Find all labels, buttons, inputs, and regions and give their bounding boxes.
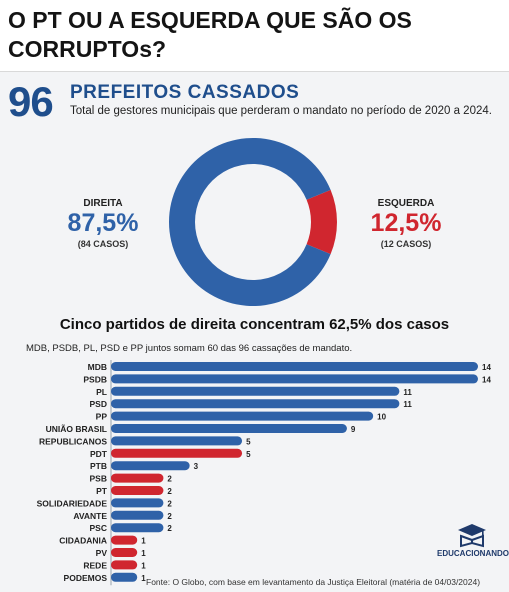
bar-republicanos bbox=[111, 436, 243, 446]
bar-category-label: PDT bbox=[90, 449, 108, 459]
bar-category-label: REDE bbox=[83, 560, 107, 570]
bar-psdb bbox=[111, 374, 478, 384]
left-percent: 87,5% bbox=[67, 209, 139, 237]
bar-pv bbox=[111, 548, 138, 557]
bar-value-label: 2 bbox=[167, 475, 172, 484]
bar-value-label: 2 bbox=[167, 512, 172, 521]
bar-rede bbox=[111, 560, 138, 570]
right-label: ESQUERDA bbox=[377, 198, 435, 209]
bar-category-label: AVANTE bbox=[73, 511, 107, 521]
bar-category-label: PSC bbox=[90, 523, 107, 533]
bar-value-label: 1 bbox=[141, 537, 146, 546]
bar-value-label: 14 bbox=[482, 375, 491, 384]
bar-pl bbox=[111, 386, 400, 396]
left-cases: (84 CASOS) bbox=[77, 239, 129, 249]
bar-category-label: CIDADANIA bbox=[59, 536, 107, 546]
bar-value-label: 5 bbox=[246, 437, 251, 446]
bar-value-label: 1 bbox=[141, 561, 146, 570]
bar-category-label: PSD bbox=[90, 399, 107, 409]
bar-value-label: 1 bbox=[141, 574, 146, 583]
bar-ptb bbox=[111, 461, 190, 471]
bar-podemos bbox=[111, 572, 138, 582]
divider bbox=[0, 71, 509, 72]
bar-value-label: 2 bbox=[167, 524, 172, 533]
bar-value-label: 11 bbox=[403, 400, 412, 409]
bar-solidariedade bbox=[111, 498, 164, 508]
donut-slice-direita bbox=[169, 137, 331, 306]
graduation-book-icon bbox=[458, 524, 486, 548]
bar-psb bbox=[111, 473, 164, 483]
source-note: Fonte: O Globo, com base em levantamento… bbox=[146, 577, 481, 587]
brand-name: EDUCACIONANDO bbox=[437, 549, 509, 558]
donut-slice-esquerda bbox=[306, 189, 337, 255]
bar-category-label: REPUBLICANOS bbox=[39, 436, 107, 446]
left-label: DIREITA bbox=[83, 198, 123, 209]
bar-value-label: 3 bbox=[194, 462, 199, 471]
bar-psd bbox=[111, 399, 400, 409]
bar-value-label: 14 bbox=[482, 363, 491, 372]
bar-psc bbox=[111, 523, 164, 533]
bar-value-label: 1 bbox=[141, 549, 146, 558]
bar-category-label: PL bbox=[96, 387, 107, 397]
bar-cidadania bbox=[111, 535, 138, 545]
bar-pt bbox=[111, 486, 164, 495]
bar-value-label: 5 bbox=[246, 450, 251, 459]
bar-avante bbox=[111, 510, 164, 520]
header-title: PREFEITOS CASSADOS bbox=[70, 82, 300, 103]
right-percent: 12,5% bbox=[370, 209, 442, 237]
section-subtitle: MDB, PSDB, PL, PSD e PP juntos somam 60 … bbox=[26, 343, 353, 354]
bar-category-label: PP bbox=[96, 412, 108, 422]
bar-value-label: 2 bbox=[167, 499, 172, 508]
bar-value-label: 11 bbox=[403, 388, 412, 397]
bar-mdb bbox=[111, 362, 478, 371]
bar-category-label: SOLIDARIEDADE bbox=[37, 498, 108, 508]
bar-pdt bbox=[111, 448, 243, 458]
bar-category-label: PODEMOS bbox=[64, 573, 108, 583]
bar-value-label: 9 bbox=[351, 425, 356, 434]
big-number: 96 bbox=[8, 78, 54, 125]
section-title: Cinco partidos de direita concentram 62,… bbox=[59, 316, 450, 333]
bar-category-label: PSB bbox=[90, 474, 107, 484]
right-cases: (12 CASOS) bbox=[380, 239, 432, 249]
brand-logo: EDUCACIONANDO bbox=[437, 522, 509, 558]
bar-pp bbox=[111, 411, 374, 421]
bar-união-brasil bbox=[111, 424, 347, 433]
donut-chart bbox=[169, 137, 337, 306]
bar-category-label: PV bbox=[96, 548, 108, 558]
bar-value-label: 2 bbox=[167, 487, 172, 496]
headline: O PT OU A ESQUERDA QUE SÃO OS CORRUPTOs? bbox=[8, 7, 412, 62]
bar-category-label: PTB bbox=[90, 461, 107, 471]
bar-category-label: PSDB bbox=[83, 374, 107, 384]
bar-category-label: UNIÃO BRASIL bbox=[46, 424, 107, 434]
bar-category-label: MDB bbox=[88, 362, 107, 372]
header-subtitle: Total de gestores municipais que perdera… bbox=[70, 105, 492, 117]
bar-value-label: 10 bbox=[377, 413, 386, 422]
bar-category-label: PT bbox=[96, 486, 108, 496]
